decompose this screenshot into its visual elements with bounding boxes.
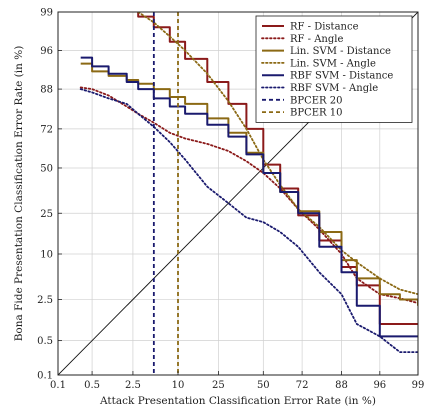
tick-labels: 0.1 0.5 2.5 10 25 50 72 88 96 99 0.1 0.5 2.5 10 25 50 72… [37, 8, 424, 392]
y-tick-label-6: 72 [40, 124, 53, 135]
x-tick-label-6: 72 [296, 380, 309, 391]
legend-label-5: RBF SVM - Angle [290, 83, 378, 94]
series-3-line [134, 12, 418, 296]
x-tick-label-8: 96 [373, 380, 386, 391]
legend-label-7: BPCER 10 [290, 108, 342, 119]
x-tick-label-7: 88 [335, 380, 348, 391]
legend-label-6: BPCER 20 [290, 95, 342, 106]
legend-box [255, 15, 413, 123]
series-1-line [79, 86, 418, 305]
y-tick-label-2: 2.5 [37, 295, 53, 306]
legend-label-3: Lin. SVM - Angle [290, 58, 376, 69]
y-tick-label-5: 50 [40, 163, 53, 174]
y-tick-label-4: 25 [40, 209, 53, 220]
series-4-line [80, 56, 418, 338]
legend-label-0: RF - Distance [290, 22, 359, 33]
y-tick-label-8: 96 [40, 46, 53, 57]
y-axis-label: Bona Fide Presentation Classification Er… [13, 46, 25, 342]
x-tick-label-9: 99 [412, 380, 425, 391]
legend-label-4: RBF SVM - Distance [290, 71, 393, 82]
y-tick-label-7: 88 [40, 85, 53, 96]
y-tick-label-3: 10 [40, 249, 53, 260]
y-tick-label-1: 0.5 [37, 336, 53, 347]
legend-label-2: Lin. SVM - Distance [290, 46, 391, 57]
x-tick-label-5: 50 [257, 380, 270, 391]
y-tick-label-0: 0.1 [37, 371, 53, 382]
x-axis-label: Attack Presentation Classification Error… [99, 395, 376, 407]
x-tick-label-0: 0.1 [50, 380, 66, 391]
x-tick-label-2: 2.5 [125, 380, 141, 391]
x-tick-label-1: 0.5 [84, 380, 100, 391]
y-tick-label-9: 99 [40, 8, 53, 19]
plot-frame [57, 11, 419, 376]
legend-label-1: RF - Angle [290, 34, 343, 45]
x-tick-label-3: 10 [172, 380, 185, 391]
x-tick-label-4: 25 [212, 380, 225, 391]
plot-border [57, 11, 419, 376]
series-lines [58, 12, 418, 375]
